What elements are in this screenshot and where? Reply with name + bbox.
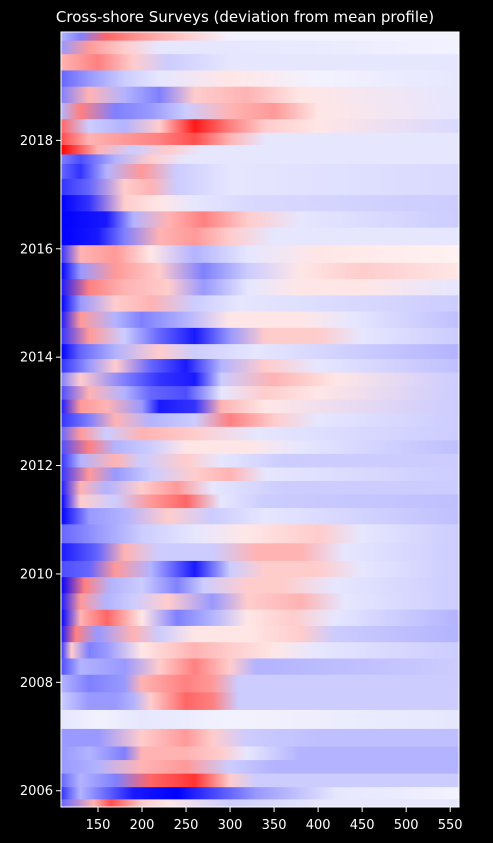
- x-tick-label: 250: [174, 818, 199, 833]
- survey-row: [61, 609, 459, 626]
- survey-row: [61, 153, 459, 164]
- survey-row: [61, 144, 459, 155]
- survey-row: [61, 576, 459, 594]
- survey-row: [61, 385, 459, 400]
- survey-row: [61, 494, 459, 509]
- survey-row: [61, 786, 459, 800]
- y-tick-label: 2014: [20, 351, 53, 366]
- survey-row: [61, 311, 459, 328]
- survey-row: [61, 466, 459, 481]
- survey-row: [61, 40, 459, 55]
- chart-title: Cross-shore Surveys (deviation from mean…: [56, 8, 434, 26]
- survey-row: [61, 358, 459, 373]
- survey-row: [61, 592, 459, 610]
- x-tick-label: 450: [350, 818, 375, 833]
- x-tick-label: 350: [262, 818, 287, 833]
- survey-row: [61, 86, 459, 103]
- x-tick-label: 200: [130, 818, 155, 833]
- survey-row: [61, 709, 459, 729]
- survey-row: [61, 210, 459, 228]
- survey-row: [61, 641, 459, 659]
- x-tick-label: 550: [438, 818, 463, 833]
- survey-row: [61, 399, 459, 414]
- y-tick-label: 2018: [20, 134, 53, 149]
- survey-row: [61, 480, 459, 495]
- survey-row: [61, 798, 459, 807]
- survey-row: [61, 102, 459, 120]
- survey-row: [61, 262, 459, 280]
- plot-area: [60, 31, 460, 808]
- survey-row: [61, 560, 459, 578]
- survey-row: [61, 118, 459, 133]
- survey-row: [61, 32, 459, 41]
- survey-row: [61, 278, 459, 296]
- survey-row: [61, 439, 459, 454]
- survey-row: [61, 453, 459, 468]
- survey-row: [61, 657, 459, 675]
- survey-row: [61, 244, 459, 263]
- y-tick-label: 2012: [20, 459, 53, 474]
- x-axis: 150 200 250 300 350 400 450 500 550: [86, 807, 463, 833]
- x-tick-label: 400: [306, 818, 331, 833]
- survey-row: [61, 194, 459, 212]
- y-tick-label: 2006: [20, 784, 53, 799]
- heatmap-cells: [61, 32, 459, 807]
- survey-row: [61, 178, 459, 196]
- x-tick-label: 500: [394, 818, 419, 833]
- plot-frame: [60, 31, 460, 808]
- survey-row: [61, 372, 459, 387]
- survey-row: [61, 728, 459, 747]
- x-tick-label: 150: [86, 818, 111, 833]
- survey-row: [61, 294, 459, 312]
- survey-row: [61, 163, 459, 179]
- survey-row: [61, 132, 459, 145]
- y-tick-label: 2016: [20, 242, 53, 257]
- survey-row: [61, 227, 459, 246]
- y-axis: 2006 2008 2010 2012 2014 2016 2018: [20, 134, 61, 799]
- survey-row: [61, 426, 459, 441]
- survey-row: [61, 523, 459, 544]
- survey-row: [61, 412, 459, 427]
- survey-row: [61, 327, 459, 345]
- survey-row: [61, 53, 459, 71]
- survey-row: [61, 343, 459, 360]
- survey-row: [61, 542, 459, 561]
- survey-row: [61, 507, 459, 525]
- survey-row: [61, 759, 459, 774]
- survey-row: [61, 69, 459, 87]
- survey-row: [61, 691, 459, 710]
- y-tick-label: 2010: [20, 567, 53, 582]
- survey-row: [61, 746, 459, 761]
- x-tick-label: 300: [218, 818, 243, 833]
- survey-row: [61, 625, 459, 643]
- survey-row: [61, 773, 459, 788]
- survey-row: [61, 674, 459, 693]
- y-tick-label: 2008: [20, 676, 53, 691]
